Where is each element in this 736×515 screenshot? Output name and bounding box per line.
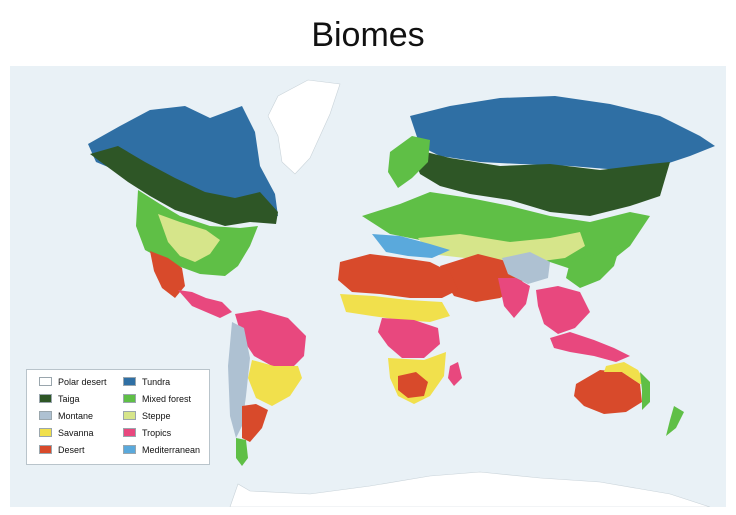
legend-swatch	[123, 377, 136, 386]
north-america-desert	[150, 251, 185, 298]
eurasia-forest	[362, 192, 650, 272]
africa-tropics	[378, 318, 440, 358]
legend-swatch	[39, 428, 52, 437]
australia-desert	[574, 370, 642, 414]
south-america-savanna	[248, 360, 302, 406]
south-america-desert	[242, 404, 268, 442]
africa-desert-north	[338, 254, 458, 298]
east-asia-forest	[566, 246, 620, 288]
greenland-region	[267, 79, 341, 175]
legend-label: Tundra	[142, 377, 171, 387]
india-tropics	[498, 278, 530, 318]
eurasia-steppe	[418, 232, 585, 262]
map-legend: Polar desert Tundra Taiga Mixed forest Monta…	[26, 369, 210, 465]
legend-label: Polar desert	[58, 377, 107, 387]
eurasia-taiga	[410, 148, 670, 216]
legend-label: Taiga	[58, 394, 80, 404]
legend-swatch	[39, 394, 52, 403]
legend-label: Steppe	[142, 411, 171, 421]
legend-label: Savanna	[58, 428, 94, 438]
legend-label: Mediterranean	[142, 445, 201, 455]
map-title: Biomes	[311, 16, 425, 54]
madagascar-tropics	[448, 362, 462, 386]
legend-label: Tropics	[142, 428, 172, 438]
legend-swatch	[39, 445, 52, 454]
legend-swatch	[123, 428, 136, 437]
south-america-tropics	[235, 310, 306, 368]
africa-desert-south	[398, 372, 428, 398]
australia-savanna	[604, 362, 646, 384]
asia-montane	[502, 252, 550, 284]
legend-label: Mixed forest	[142, 394, 192, 404]
new-zealand-forest	[666, 406, 684, 436]
legend-label: Montane	[58, 411, 94, 421]
legend-swatch	[123, 394, 136, 403]
south-america-forest	[236, 438, 248, 466]
eurasia-tundra	[410, 96, 715, 170]
legend-label: Desert	[58, 445, 85, 455]
mediterranean-europe	[372, 234, 450, 258]
biome-map-svg	[88, 79, 715, 507]
scandinavia-forest	[388, 136, 430, 188]
north-america-taiga	[90, 146, 278, 226]
legend-swatch	[123, 445, 136, 454]
central-america-tropics	[178, 290, 232, 318]
antarctica-region	[229, 471, 711, 507]
south-america-montane	[228, 322, 250, 438]
legend-swatch	[123, 411, 136, 420]
indonesia-tropics	[550, 332, 630, 362]
australia-forest	[640, 372, 650, 410]
legend-swatch	[39, 411, 52, 420]
legend-swatch	[39, 377, 52, 386]
north-america-steppe	[158, 214, 220, 262]
southeast-asia-tropics	[536, 286, 590, 334]
north-america-tundra	[88, 106, 278, 216]
africa-savanna-north	[340, 294, 450, 322]
